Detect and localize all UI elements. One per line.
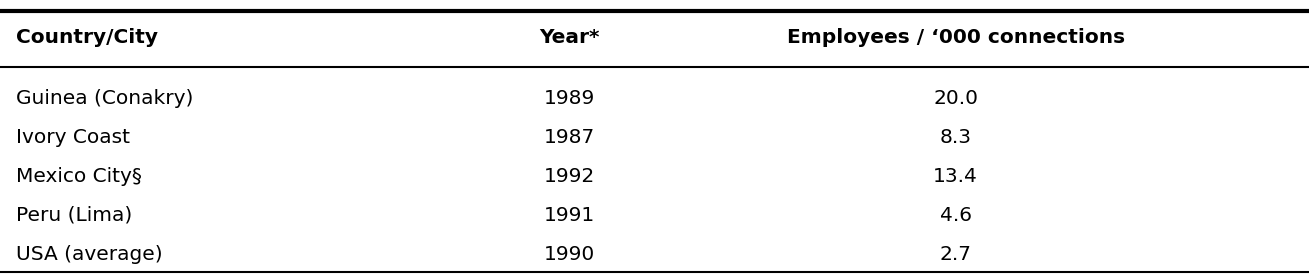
Text: Year*: Year*	[539, 28, 600, 47]
Text: 4.6: 4.6	[940, 206, 971, 225]
Text: 2.7: 2.7	[940, 245, 971, 264]
Text: USA (average): USA (average)	[16, 245, 162, 264]
Text: Country/City: Country/City	[16, 28, 157, 47]
Text: 13.4: 13.4	[933, 167, 978, 186]
Text: 20.0: 20.0	[933, 89, 978, 108]
Text: Guinea (Conakry): Guinea (Conakry)	[16, 89, 194, 108]
Text: 1987: 1987	[543, 128, 596, 147]
Text: 1990: 1990	[543, 245, 596, 264]
Text: Peru (Lima): Peru (Lima)	[16, 206, 132, 225]
Text: 1991: 1991	[543, 206, 596, 225]
Text: Ivory Coast: Ivory Coast	[16, 128, 130, 147]
Text: 8.3: 8.3	[940, 128, 971, 147]
Text: 1989: 1989	[543, 89, 596, 108]
Text: Mexico City§: Mexico City§	[16, 167, 141, 186]
Text: 1992: 1992	[543, 167, 596, 186]
Text: Employees / ‘000 connections: Employees / ‘000 connections	[787, 28, 1124, 47]
